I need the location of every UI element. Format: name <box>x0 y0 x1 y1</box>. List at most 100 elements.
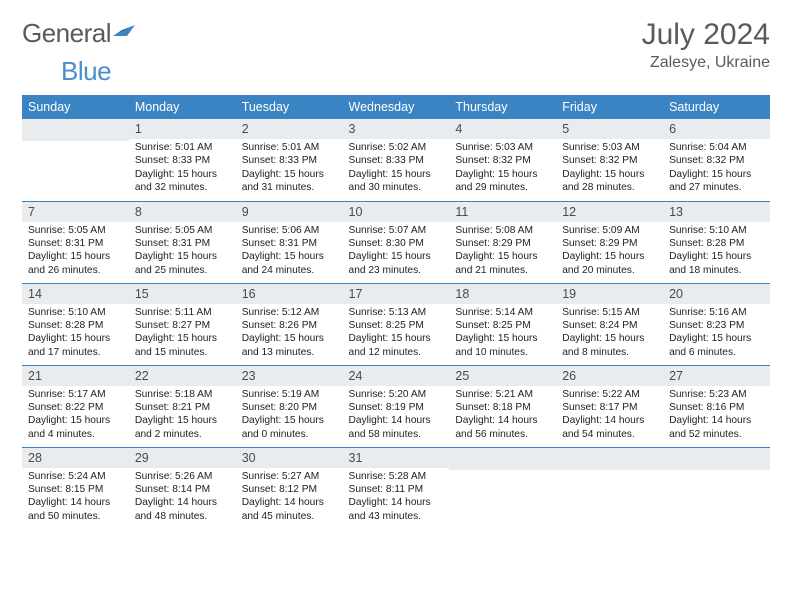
flag-icon <box>113 22 139 45</box>
day-number: 16 <box>236 284 343 304</box>
day-details: Sunrise: 5:21 AMSunset: 8:18 PMDaylight:… <box>449 386 556 445</box>
calendar-table: SundayMondayTuesdayWednesdayThursdayFrid… <box>22 95 770 529</box>
day-number: 11 <box>449 202 556 222</box>
calendar-cell: 12Sunrise: 5:09 AMSunset: 8:29 PMDayligh… <box>556 201 663 283</box>
day-details: Sunrise: 5:06 AMSunset: 8:31 PMDaylight:… <box>236 222 343 281</box>
day-details: Sunrise: 5:08 AMSunset: 8:29 PMDaylight:… <box>449 222 556 281</box>
calendar-cell <box>663 447 770 529</box>
calendar-cell <box>556 447 663 529</box>
day-details: Sunrise: 5:24 AMSunset: 8:15 PMDaylight:… <box>22 468 129 527</box>
calendar-cell: 2Sunrise: 5:01 AMSunset: 8:33 PMDaylight… <box>236 119 343 201</box>
day-details: Sunrise: 5:07 AMSunset: 8:30 PMDaylight:… <box>343 222 450 281</box>
day-number: 26 <box>556 366 663 386</box>
location: Zalesye, Ukraine <box>642 54 770 72</box>
day-details: Sunrise: 5:15 AMSunset: 8:24 PMDaylight:… <box>556 304 663 363</box>
calendar-cell: 28Sunrise: 5:24 AMSunset: 8:15 PMDayligh… <box>22 447 129 529</box>
calendar-cell: 9Sunrise: 5:06 AMSunset: 8:31 PMDaylight… <box>236 201 343 283</box>
day-details: Sunrise: 5:10 AMSunset: 8:28 PMDaylight:… <box>663 222 770 281</box>
day-details: Sunrise: 5:18 AMSunset: 8:21 PMDaylight:… <box>129 386 236 445</box>
calendar-cell: 16Sunrise: 5:12 AMSunset: 8:26 PMDayligh… <box>236 283 343 365</box>
calendar-cell: 8Sunrise: 5:05 AMSunset: 8:31 PMDaylight… <box>129 201 236 283</box>
calendar-cell: 10Sunrise: 5:07 AMSunset: 8:30 PMDayligh… <box>343 201 450 283</box>
calendar-week: 14Sunrise: 5:10 AMSunset: 8:28 PMDayligh… <box>22 283 770 365</box>
weekday-header: Saturday <box>663 95 770 119</box>
day-details: Sunrise: 5:28 AMSunset: 8:11 PMDaylight:… <box>343 468 450 527</box>
day-number: 5 <box>556 119 663 139</box>
brand-logo: General <box>22 18 143 49</box>
day-number: 13 <box>663 202 770 222</box>
day-number: 19 <box>556 284 663 304</box>
day-details: Sunrise: 5:05 AMSunset: 8:31 PMDaylight:… <box>129 222 236 281</box>
calendar-cell: 21Sunrise: 5:17 AMSunset: 8:22 PMDayligh… <box>22 365 129 447</box>
day-number <box>663 448 770 470</box>
calendar-cell: 26Sunrise: 5:22 AMSunset: 8:17 PMDayligh… <box>556 365 663 447</box>
day-number: 18 <box>449 284 556 304</box>
brand-text-1: General <box>22 18 111 49</box>
day-number: 7 <box>22 202 129 222</box>
day-details: Sunrise: 5:09 AMSunset: 8:29 PMDaylight:… <box>556 222 663 281</box>
day-details: Sunrise: 5:20 AMSunset: 8:19 PMDaylight:… <box>343 386 450 445</box>
calendar-cell: 30Sunrise: 5:27 AMSunset: 8:12 PMDayligh… <box>236 447 343 529</box>
calendar-cell <box>22 119 129 201</box>
month-title: July 2024 <box>642 18 770 52</box>
day-number: 14 <box>22 284 129 304</box>
day-number: 30 <box>236 448 343 468</box>
calendar-cell: 13Sunrise: 5:10 AMSunset: 8:28 PMDayligh… <box>663 201 770 283</box>
weekday-header: Tuesday <box>236 95 343 119</box>
day-number: 3 <box>343 119 450 139</box>
calendar-cell: 5Sunrise: 5:03 AMSunset: 8:32 PMDaylight… <box>556 119 663 201</box>
day-number: 27 <box>663 366 770 386</box>
day-details: Sunrise: 5:17 AMSunset: 8:22 PMDaylight:… <box>22 386 129 445</box>
day-details: Sunrise: 5:12 AMSunset: 8:26 PMDaylight:… <box>236 304 343 363</box>
calendar-cell: 6Sunrise: 5:04 AMSunset: 8:32 PMDaylight… <box>663 119 770 201</box>
brand-text-2: Blue <box>61 56 111 86</box>
day-number: 6 <box>663 119 770 139</box>
day-details: Sunrise: 5:04 AMSunset: 8:32 PMDaylight:… <box>663 139 770 198</box>
day-number: 17 <box>343 284 450 304</box>
day-number: 31 <box>343 448 450 468</box>
calendar-cell: 22Sunrise: 5:18 AMSunset: 8:21 PMDayligh… <box>129 365 236 447</box>
day-details: Sunrise: 5:11 AMSunset: 8:27 PMDaylight:… <box>129 304 236 363</box>
calendar-cell: 19Sunrise: 5:15 AMSunset: 8:24 PMDayligh… <box>556 283 663 365</box>
day-number: 15 <box>129 284 236 304</box>
calendar-week: 28Sunrise: 5:24 AMSunset: 8:15 PMDayligh… <box>22 447 770 529</box>
day-number <box>22 119 129 141</box>
calendar-week: 7Sunrise: 5:05 AMSunset: 8:31 PMDaylight… <box>22 201 770 283</box>
day-number <box>449 448 556 470</box>
day-number: 21 <box>22 366 129 386</box>
day-number: 23 <box>236 366 343 386</box>
calendar-cell <box>449 447 556 529</box>
day-details: Sunrise: 5:01 AMSunset: 8:33 PMDaylight:… <box>236 139 343 198</box>
calendar-cell: 15Sunrise: 5:11 AMSunset: 8:27 PMDayligh… <box>129 283 236 365</box>
calendar-cell: 27Sunrise: 5:23 AMSunset: 8:16 PMDayligh… <box>663 365 770 447</box>
day-details: Sunrise: 5:13 AMSunset: 8:25 PMDaylight:… <box>343 304 450 363</box>
day-number: 24 <box>343 366 450 386</box>
day-details: Sunrise: 5:14 AMSunset: 8:25 PMDaylight:… <box>449 304 556 363</box>
day-number: 29 <box>129 448 236 468</box>
calendar-body: 1Sunrise: 5:01 AMSunset: 8:33 PMDaylight… <box>22 119 770 529</box>
calendar-head: SundayMondayTuesdayWednesdayThursdayFrid… <box>22 95 770 119</box>
day-details: Sunrise: 5:19 AMSunset: 8:20 PMDaylight:… <box>236 386 343 445</box>
calendar-cell: 24Sunrise: 5:20 AMSunset: 8:19 PMDayligh… <box>343 365 450 447</box>
calendar-week: 1Sunrise: 5:01 AMSunset: 8:33 PMDaylight… <box>22 119 770 201</box>
weekday-header: Monday <box>129 95 236 119</box>
day-details: Sunrise: 5:03 AMSunset: 8:32 PMDaylight:… <box>449 139 556 198</box>
calendar-cell: 18Sunrise: 5:14 AMSunset: 8:25 PMDayligh… <box>449 283 556 365</box>
day-details: Sunrise: 5:02 AMSunset: 8:33 PMDaylight:… <box>343 139 450 198</box>
calendar-cell: 29Sunrise: 5:26 AMSunset: 8:14 PMDayligh… <box>129 447 236 529</box>
day-details: Sunrise: 5:03 AMSunset: 8:32 PMDaylight:… <box>556 139 663 198</box>
day-details: Sunrise: 5:27 AMSunset: 8:12 PMDaylight:… <box>236 468 343 527</box>
weekday-header: Sunday <box>22 95 129 119</box>
weekday-header: Thursday <box>449 95 556 119</box>
day-details: Sunrise: 5:05 AMSunset: 8:31 PMDaylight:… <box>22 222 129 281</box>
calendar-cell: 17Sunrise: 5:13 AMSunset: 8:25 PMDayligh… <box>343 283 450 365</box>
day-number: 2 <box>236 119 343 139</box>
day-number: 4 <box>449 119 556 139</box>
calendar-cell: 20Sunrise: 5:16 AMSunset: 8:23 PMDayligh… <box>663 283 770 365</box>
day-number: 9 <box>236 202 343 222</box>
day-number: 25 <box>449 366 556 386</box>
calendar-cell: 11Sunrise: 5:08 AMSunset: 8:29 PMDayligh… <box>449 201 556 283</box>
day-details: Sunrise: 5:22 AMSunset: 8:17 PMDaylight:… <box>556 386 663 445</box>
day-details: Sunrise: 5:16 AMSunset: 8:23 PMDaylight:… <box>663 304 770 363</box>
day-number: 10 <box>343 202 450 222</box>
